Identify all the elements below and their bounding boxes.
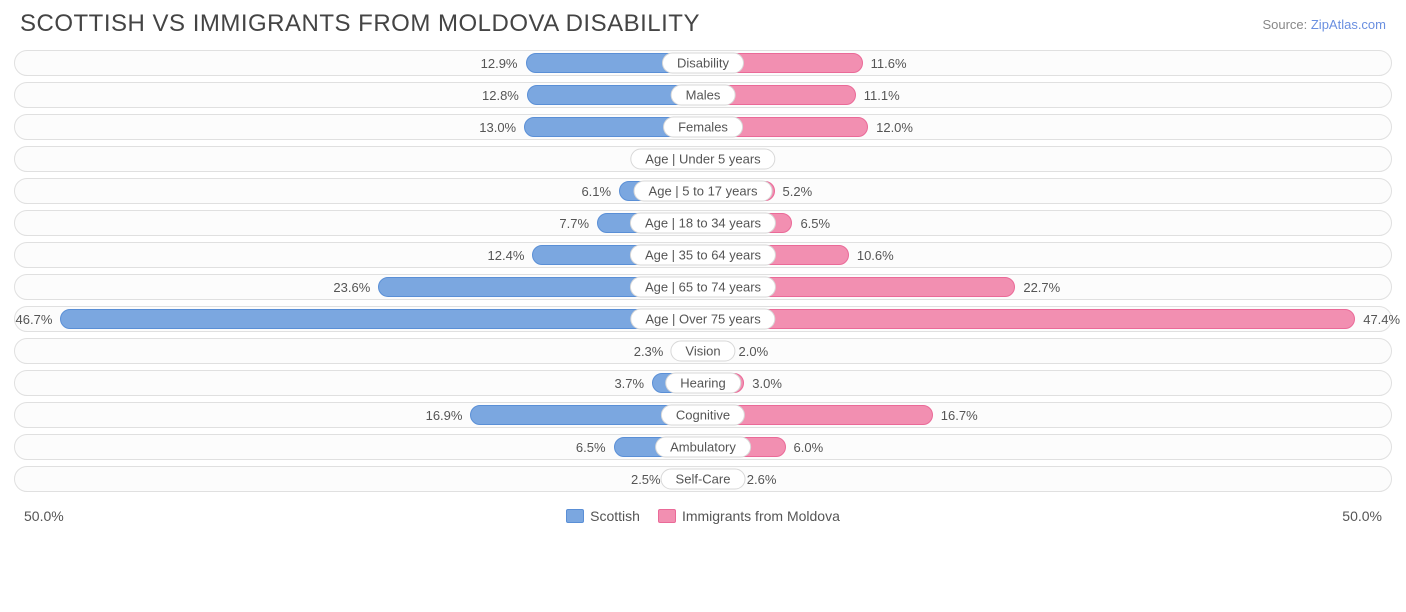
value-right: 3.0%: [744, 371, 782, 395]
row-label: Cognitive: [661, 405, 745, 426]
chart-row: 1.6%1.1%Age | Under 5 years: [14, 146, 1392, 172]
header: SCOTTISH VS IMMIGRANTS FROM MOLDOVA DISA…: [0, 0, 1406, 46]
value-right: 6.0%: [786, 435, 824, 459]
value-left: 23.6%: [333, 275, 378, 299]
row-label: Age | Under 5 years: [630, 149, 775, 170]
row-label: Age | Over 75 years: [630, 309, 775, 330]
chart-row: 12.9% 11.6% Disability: [14, 50, 1392, 76]
legend-label-left: Scottish: [590, 508, 640, 524]
value-left: 12.4%: [488, 243, 533, 267]
row-label: Males: [671, 85, 736, 106]
chart-title: SCOTTISH VS IMMIGRANTS FROM MOLDOVA DISA…: [20, 10, 700, 38]
row-label: Females: [663, 117, 743, 138]
value-left: 12.8%: [482, 83, 527, 107]
value-left: 6.5%: [576, 435, 614, 459]
value-left: 2.3%: [634, 339, 672, 363]
value-right: 12.0%: [868, 115, 913, 139]
bar-left: [60, 309, 703, 329]
row-label: Vision: [670, 341, 735, 362]
chart-row: 2.5%2.6%Self-Care: [14, 466, 1392, 492]
legend-swatch-left: [566, 509, 584, 523]
value-left: 12.9%: [481, 51, 526, 75]
value-left: 46.7%: [16, 307, 61, 331]
legend: Scottish Immigrants from Moldova: [566, 508, 840, 524]
chart-row: 12.8% 11.1% Males: [14, 82, 1392, 108]
value-right: 22.7%: [1015, 275, 1060, 299]
chart-row: 7.7% 6.5% Age | 18 to 34 years: [14, 210, 1392, 236]
legend-item-right: Immigrants from Moldova: [658, 508, 840, 524]
chart-row: 3.7% 3.0%Hearing: [14, 370, 1392, 396]
value-right: 6.5%: [792, 211, 830, 235]
diverging-bar-chart: 12.9% 11.6% Disability 12.8% 11.1% Males 13.0%…: [0, 46, 1406, 502]
row-label: Ambulatory: [655, 437, 751, 458]
source-attribution: Source: ZipAtlas.com: [1262, 17, 1386, 32]
value-left: 3.7%: [614, 371, 652, 395]
row-label: Age | 35 to 64 years: [630, 245, 776, 266]
axis-right-max: 50.0%: [1342, 508, 1382, 524]
value-left: 7.7%: [559, 211, 597, 235]
axis-left-max: 50.0%: [24, 508, 64, 524]
source-prefix: Source:: [1262, 17, 1310, 32]
legend-item-left: Scottish: [566, 508, 640, 524]
row-label: Age | 5 to 17 years: [634, 181, 773, 202]
chart-footer: 50.0% Scottish Immigrants from Moldova 5…: [0, 502, 1406, 534]
chart-row: 6.1% 5.2%Age | 5 to 17 years: [14, 178, 1392, 204]
row-label: Age | 18 to 34 years: [630, 213, 776, 234]
chart-row: 13.0% 12.0% Females: [14, 114, 1392, 140]
value-right: 16.7%: [933, 403, 978, 427]
value-right: 47.4%: [1355, 307, 1400, 331]
chart-row: 46.7%47.4%Age | Over 75 years: [14, 306, 1392, 332]
chart-row: 12.4% 10.6% Age | 35 to 64 years: [14, 242, 1392, 268]
row-label: Hearing: [665, 373, 741, 394]
value-right: 2.0%: [731, 339, 769, 363]
row-label: Disability: [662, 53, 744, 74]
row-label: Self-Care: [661, 469, 746, 490]
source-link[interactable]: ZipAtlas.com: [1311, 17, 1386, 32]
value-right: 5.2%: [775, 179, 813, 203]
bar-right: [703, 309, 1355, 329]
value-left: 6.1%: [581, 179, 619, 203]
chart-row: 23.6% 22.7% Age | 65 to 74 years: [14, 274, 1392, 300]
legend-label-right: Immigrants from Moldova: [682, 508, 840, 524]
row-label: Age | 65 to 74 years: [630, 277, 776, 298]
chart-row: 16.9% 16.7% Cognitive: [14, 402, 1392, 428]
value-left: 13.0%: [479, 115, 524, 139]
chart-row: 6.5% 6.0% Ambulatory: [14, 434, 1392, 460]
chart-row: 2.3% 2.0%Vision: [14, 338, 1392, 364]
legend-swatch-right: [658, 509, 676, 523]
value-left: 16.9%: [426, 403, 471, 427]
value-right: 11.1%: [856, 83, 900, 107]
value-right: 11.6%: [863, 51, 907, 75]
value-right: 10.6%: [849, 243, 894, 267]
